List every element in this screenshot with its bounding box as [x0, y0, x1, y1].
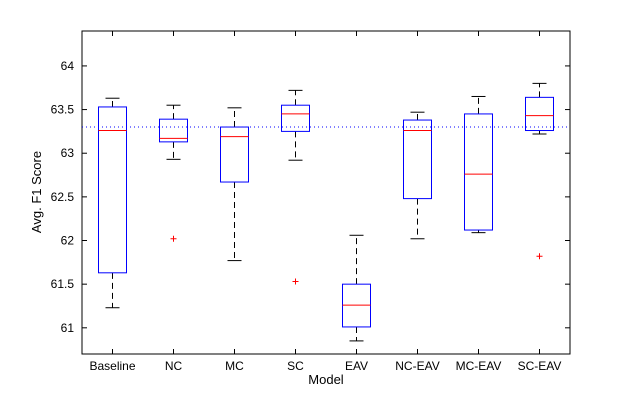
x-axis-label: Model	[308, 372, 344, 387]
x-tick-label: MC	[225, 359, 244, 373]
y-axis-label: Avg. F1 Score	[29, 151, 44, 233]
x-tick-label: NC	[165, 359, 183, 373]
plot-area	[81, 30, 571, 355]
box-iqr	[281, 104, 310, 132]
outlier-marker	[536, 253, 543, 260]
box-iqr	[159, 118, 188, 143]
outlier-marker	[170, 235, 177, 242]
outlier-marker	[292, 278, 299, 285]
y-tick-label: 61	[61, 321, 75, 335]
x-tick-label: Baseline	[89, 359, 135, 373]
box-iqr	[525, 96, 554, 132]
y-tick-label: 63.5	[51, 103, 75, 117]
y-tick-label: 63	[61, 146, 75, 160]
y-tick-label: 61.5	[51, 277, 75, 291]
x-tick-label: MC-EAV	[456, 359, 502, 373]
x-tick-label: SC	[287, 359, 304, 373]
x-tick-label: SC-EAV	[518, 359, 562, 373]
box-iqr	[98, 106, 127, 274]
y-tick-label: 64	[61, 59, 75, 73]
y-tick-label: 62	[61, 234, 75, 248]
y-tick-label: 62.5	[51, 190, 75, 204]
x-tick-label: NC-EAV	[395, 359, 439, 373]
x-tick-label: EAV	[345, 359, 368, 373]
box-iqr	[403, 119, 432, 200]
box-iqr	[464, 113, 493, 231]
box-iqr	[220, 126, 249, 183]
